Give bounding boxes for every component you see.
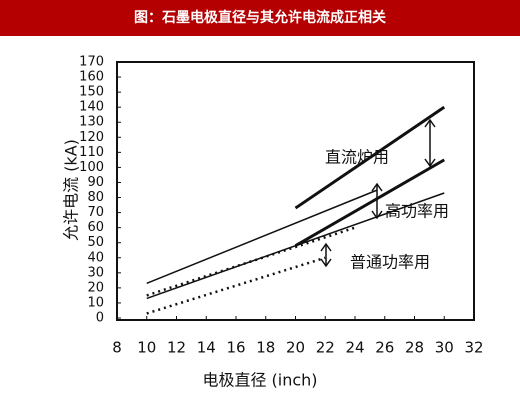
annotation: 高功率用 [385, 202, 449, 221]
annotation: 普通功率用 [350, 253, 430, 272]
y-tick-label: 130 [79, 115, 104, 130]
y-tick-label: 10 [87, 295, 104, 310]
arrow-head [320, 242, 332, 252]
series-line [146, 256, 326, 315]
x-tick-label: 12 [167, 339, 186, 357]
x-tick-label: 16 [226, 339, 245, 357]
y-axis-label: 允许电流 (kA) [62, 139, 81, 241]
chart-title: 图：石墨电极直径与其允许电流成正相关 [0, 0, 520, 36]
x-tick-label: 10 [137, 339, 156, 357]
arrow-head [424, 118, 436, 128]
series-line [294, 105, 446, 210]
y-tick-label: 60 [87, 220, 104, 235]
y-tick-label: 70 [87, 205, 104, 220]
y-tick-label: 100 [79, 160, 104, 175]
x-tick-label: 24 [345, 339, 364, 357]
y-tick-label: 160 [79, 70, 104, 85]
x-tick-label: 22 [316, 339, 335, 357]
arrow-head [424, 158, 436, 168]
y-tick-label: 40 [87, 250, 104, 265]
x-axis-label: 电极直径 (inch) [202, 371, 317, 390]
x-tick-label: 18 [256, 339, 275, 357]
y-tick-label: 110 [79, 145, 104, 160]
x-tick-label: 14 [197, 339, 216, 357]
y-tick-label: 90 [87, 175, 104, 190]
series-line [146, 226, 356, 297]
y-tick-label: 30 [87, 265, 104, 280]
x-tick-label: 20 [286, 339, 305, 357]
x-tick-label: 8 [112, 339, 122, 357]
y-tick-label: 50 [87, 235, 104, 250]
arrow-head [320, 258, 332, 268]
arrow-head [371, 182, 383, 192]
series-line [294, 158, 445, 248]
y-tick-label: 20 [87, 280, 104, 295]
y-tick-label: 140 [79, 100, 104, 115]
y-tick-label: 150 [79, 85, 104, 100]
plot-frame [116, 61, 475, 321]
x-tick-label: 28 [405, 339, 424, 357]
y-tick-label: 170 [79, 55, 104, 70]
y-tick-label: 80 [87, 190, 104, 205]
series-line [146, 189, 378, 285]
x-tick-label: 32 [464, 339, 483, 357]
y-tick-label: 0 [96, 311, 104, 326]
annotation: 直流炉用 [325, 148, 389, 167]
y-tick-label: 120 [79, 130, 104, 145]
x-tick-label: 30 [435, 339, 454, 357]
arrow-head [371, 210, 383, 220]
x-tick-label: 26 [375, 339, 394, 357]
